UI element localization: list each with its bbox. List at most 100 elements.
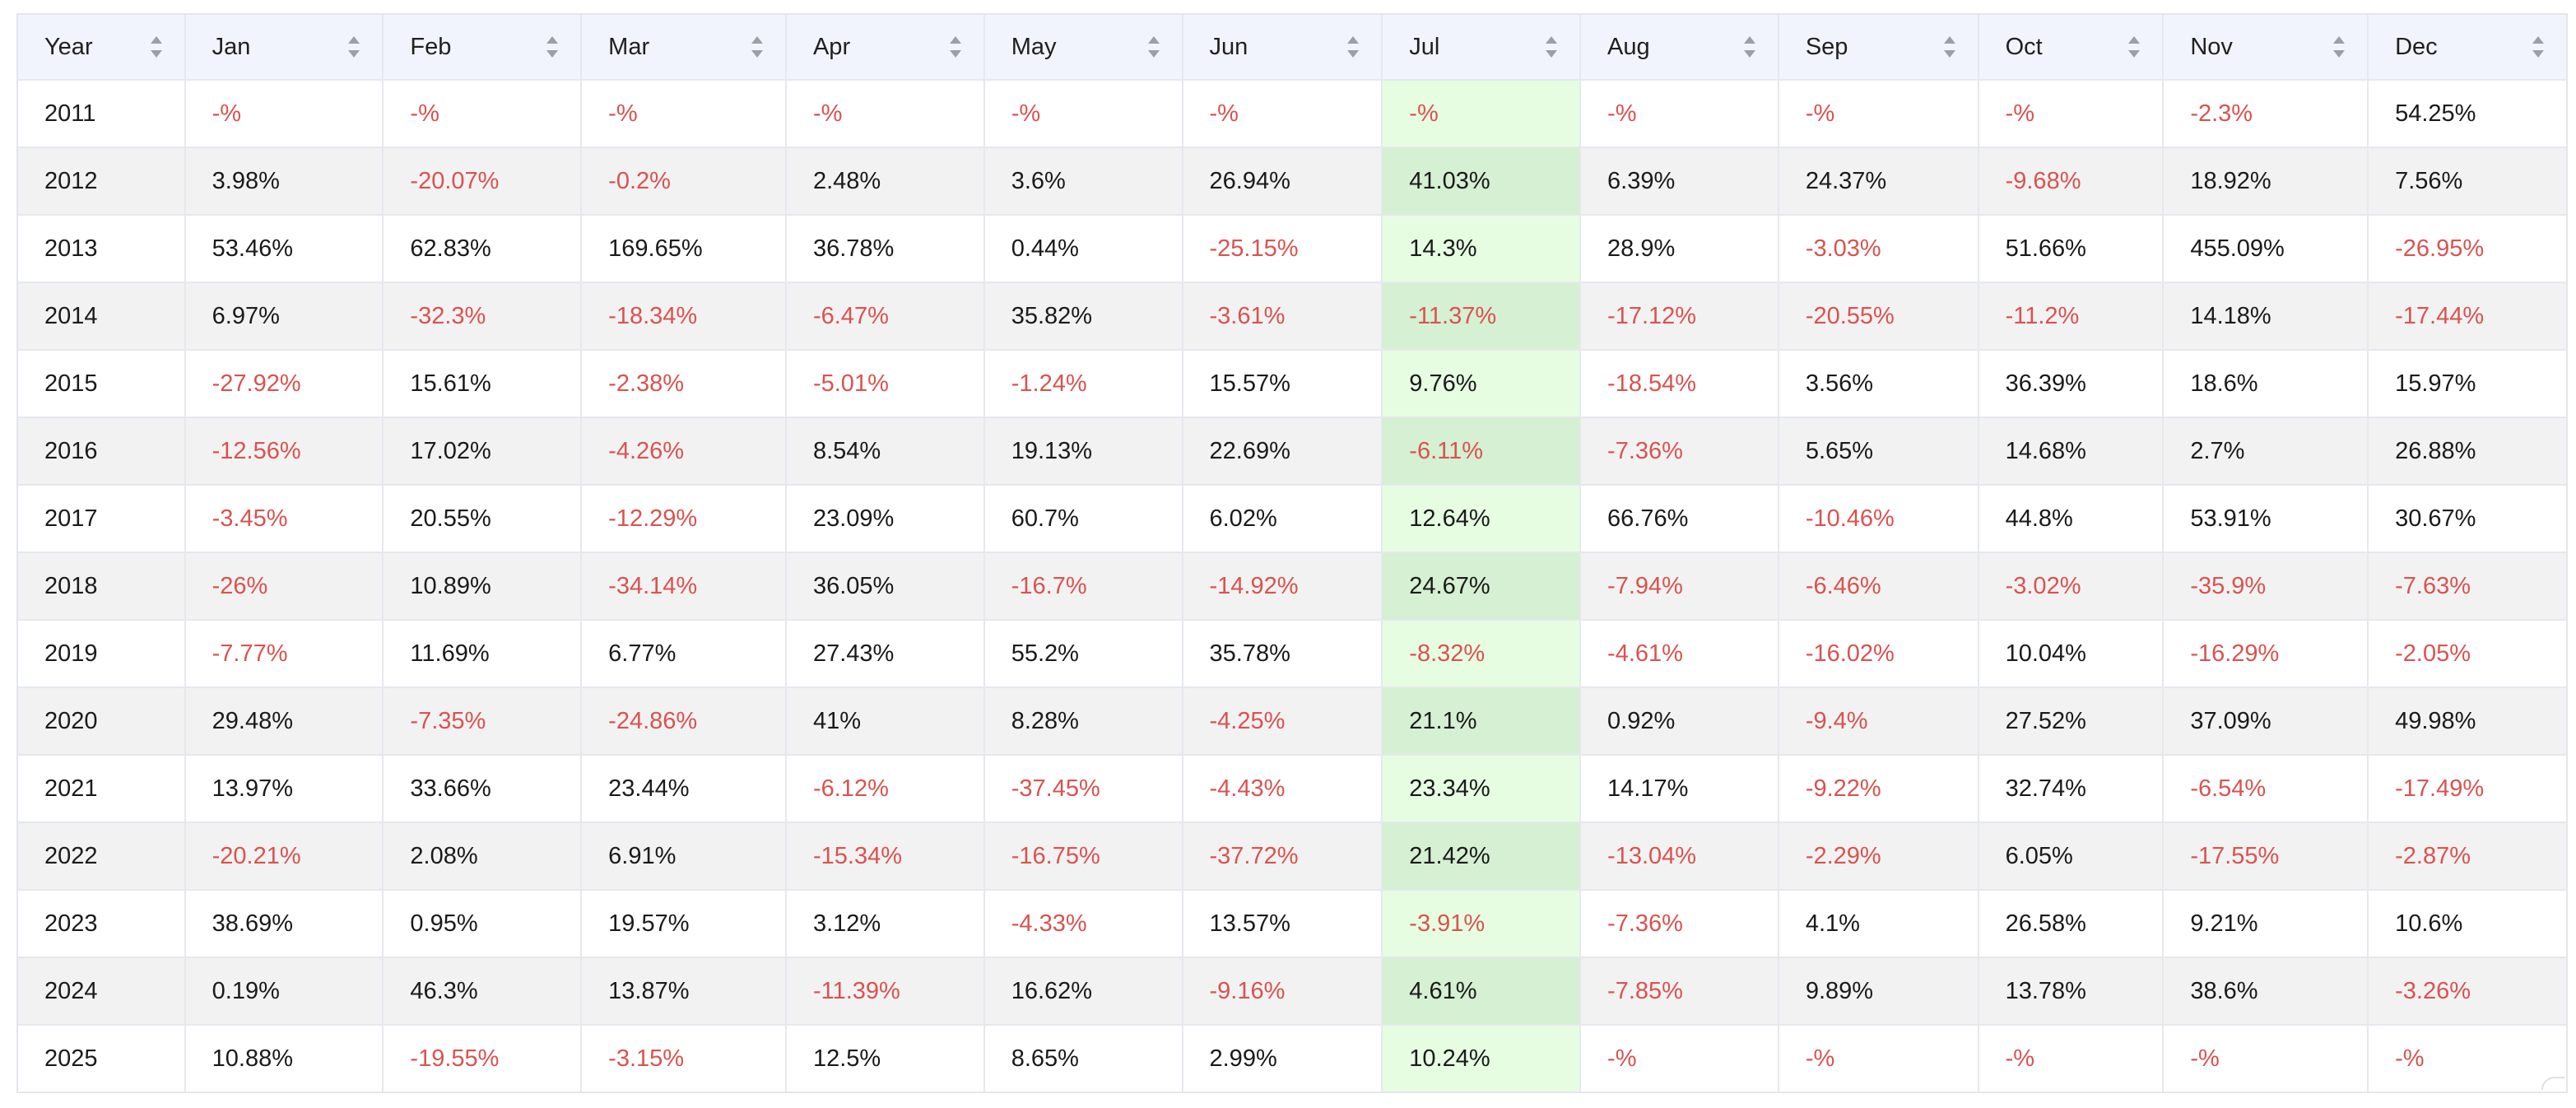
return-cell-apr: 3.12% <box>785 890 985 958</box>
column-header-jul[interactable]: Jul <box>1382 15 1582 81</box>
sort-arrows-icon[interactable] <box>1147 35 1160 59</box>
return-cell-apr: 27.43% <box>785 620 985 688</box>
return-cell-jul: -3.91% <box>1382 890 1582 958</box>
return-cell-aug: -18.54% <box>1580 350 1779 418</box>
return-cell-nov: 53.91% <box>2163 485 2369 553</box>
sort-arrows-icon[interactable] <box>1943 35 1956 59</box>
return-cell-feb: -32.3% <box>383 282 583 351</box>
return-cell-dec: 30.67% <box>2368 485 2566 553</box>
year-cell: 2011 <box>18 80 186 148</box>
return-cell-may: 35.82% <box>983 282 1183 351</box>
return-cell-aug: -7.94% <box>1580 552 1779 621</box>
sort-arrows-icon[interactable] <box>1545 35 1558 59</box>
return-cell-apr: 8.54% <box>785 417 985 486</box>
year-cell: 2023 <box>18 890 186 958</box>
return-cell-may: -37.45% <box>983 755 1183 823</box>
return-cell-jan: 13.97% <box>184 755 384 823</box>
return-cell-jun: 2.99% <box>1182 1025 1383 1092</box>
return-cell-nov: 37.09% <box>2163 687 2369 756</box>
return-cell-dec: -17.44% <box>2368 282 2566 351</box>
return-cell-nov: 14.18% <box>2163 282 2369 351</box>
year-cell: 2019 <box>18 620 186 688</box>
table-row: 2018 -26% 10.89% -34.14% 36.05% -16.7% -14.92%… <box>18 552 2566 621</box>
column-header-label: Nov <box>2190 33 2233 60</box>
return-cell-sep: -2.29% <box>1778 822 1979 891</box>
return-cell-oct: 10.04% <box>1978 620 2164 688</box>
return-cell-feb: 2.08% <box>383 822 583 891</box>
return-cell-feb: 15.61% <box>383 350 583 418</box>
return-cell-jan: 0.19% <box>184 957 384 1026</box>
column-header-apr[interactable]: Apr <box>785 15 985 81</box>
sort-arrows-icon[interactable] <box>1346 35 1360 59</box>
table-row: 2016 -12.56% 17.02% -4.26% 8.54% 19.13% 22.69%… <box>18 417 2566 486</box>
return-cell-aug: -17.12% <box>1580 282 1779 351</box>
return-cell-mar: -4.26% <box>581 417 787 486</box>
sort-arrows-icon[interactable] <box>751 35 764 59</box>
column-header-label: Oct <box>2005 33 2043 60</box>
return-cell-jan: 53.46% <box>184 215 384 283</box>
return-cell-oct: 44.8% <box>1978 485 2164 553</box>
table-row: 2017 -3.45% 20.55% -12.29% 23.09% 60.7% 6.02% 1… <box>18 485 2566 553</box>
column-header-may[interactable]: May <box>983 15 1183 81</box>
return-cell-dec: 26.88% <box>2368 417 2566 486</box>
return-cell-nov: 2.7% <box>2163 417 2369 486</box>
return-cell-aug: -13.04% <box>1580 822 1779 891</box>
return-cell-oct: 36.39% <box>1978 350 2164 418</box>
column-header-aug[interactable]: Aug <box>1580 15 1779 81</box>
year-cell: 2025 <box>18 1025 186 1092</box>
return-cell-mar: -34.14% <box>581 552 787 621</box>
sort-arrows-icon[interactable] <box>546 35 559 59</box>
return-cell-jan: 3.98% <box>184 147 384 216</box>
column-header-feb[interactable]: Feb <box>383 15 583 81</box>
table-row: 2013 53.46% 62.83% 169.65% 36.78% 0.44% -25.15… <box>18 215 2566 283</box>
sort-arrows-icon[interactable] <box>2532 35 2545 59</box>
return-cell-jul: 41.03% <box>1382 147 1582 216</box>
return-cell-jun: -9.16% <box>1182 957 1383 1026</box>
return-cell-jun: 13.57% <box>1182 890 1383 958</box>
column-header-year[interactable]: Year <box>18 15 186 81</box>
return-cell-apr: 23.09% <box>785 485 985 553</box>
column-header-label: Mar <box>608 33 650 60</box>
return-cell-apr: -11.39% <box>785 957 985 1026</box>
year-cell: 2014 <box>18 282 186 351</box>
return-cell-apr: -5.01% <box>785 350 985 418</box>
column-header-jan[interactable]: Jan <box>184 15 384 81</box>
column-header-dec[interactable]: Dec <box>2368 15 2566 81</box>
column-header-oct[interactable]: Oct <box>1978 15 2164 81</box>
table-body: 2011 -% -% -% -% -% -% -% -% -% -% -2.3% 54.25% 2012 3… <box>18 80 2566 1092</box>
sort-arrows-icon[interactable] <box>949 35 962 59</box>
return-cell-mar: -0.2% <box>581 147 787 216</box>
return-cell-jun: -4.25% <box>1182 687 1383 756</box>
return-cell-feb: 46.3% <box>383 957 583 1026</box>
return-cell-mar: 6.77% <box>581 620 787 688</box>
return-cell-feb: 11.69% <box>383 620 583 688</box>
return-cell-mar: 6.91% <box>581 822 787 891</box>
return-cell-dec: -3.26% <box>2368 957 2566 1026</box>
return-cell-may: 8.28% <box>983 687 1183 756</box>
column-header-nov[interactable]: Nov <box>2163 15 2369 81</box>
return-cell-sep: 5.65% <box>1778 417 1979 486</box>
return-cell-mar: -18.34% <box>581 282 787 351</box>
sort-arrows-icon[interactable] <box>1743 35 1756 59</box>
return-cell-may: 55.2% <box>983 620 1183 688</box>
column-header-label: Apr <box>812 33 851 60</box>
column-header-jun[interactable]: Jun <box>1182 15 1383 81</box>
return-cell-jan: -20.21% <box>184 822 384 891</box>
sort-arrows-icon[interactable] <box>347 35 360 59</box>
year-cell: 2018 <box>18 552 186 621</box>
sort-arrows-icon[interactable] <box>150 35 163 59</box>
return-cell-jan: -26% <box>184 552 384 621</box>
column-header-label: Dec <box>2395 33 2438 60</box>
return-cell-dec: 15.97% <box>2368 350 2566 418</box>
return-cell-nov: 18.6% <box>2163 350 2369 418</box>
sort-arrows-icon[interactable] <box>2127 35 2141 59</box>
return-cell-jul: -8.32% <box>1382 620 1582 688</box>
column-header-mar[interactable]: Mar <box>581 15 787 81</box>
table-header: Year Jan Feb Mar Apr May Jun Jul Aug Sep Oct Nov Dec <box>18 15 2566 81</box>
return-cell-nov: -2.3% <box>2163 80 2369 148</box>
column-header-label: Feb <box>410 33 452 60</box>
sort-arrows-icon[interactable] <box>2332 35 2346 59</box>
return-cell-aug: 6.39% <box>1580 147 1779 216</box>
return-cell-may: -4.33% <box>983 890 1183 958</box>
column-header-sep[interactable]: Sep <box>1778 15 1979 81</box>
